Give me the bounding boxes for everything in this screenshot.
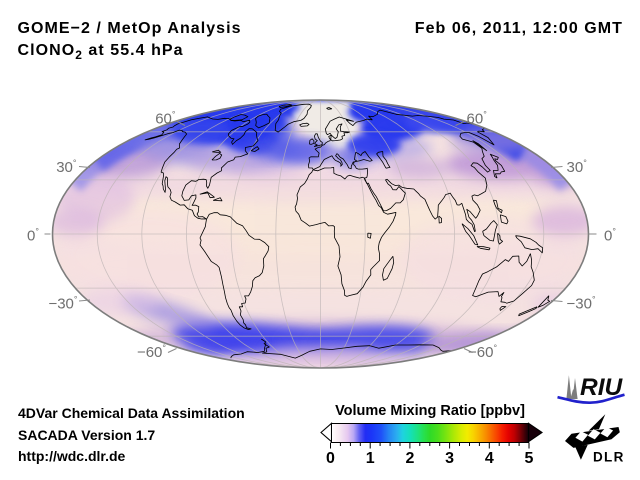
svg-text:5: 5 <box>525 450 534 467</box>
svg-text:−60°: −60° <box>468 343 497 361</box>
svg-text:1: 1 <box>366 450 375 467</box>
svg-text:−60°: −60° <box>137 343 166 361</box>
svg-text:4: 4 <box>485 450 494 467</box>
svg-text:60°: 60° <box>155 110 176 128</box>
svg-text:60°: 60° <box>467 110 488 128</box>
svg-text:30°: 30° <box>56 158 77 176</box>
svg-text:DLR: DLR <box>593 450 625 465</box>
svg-text:−30°: −30° <box>48 295 77 313</box>
svg-text:2: 2 <box>405 450 414 467</box>
svg-text:0: 0 <box>326 450 335 467</box>
svg-text:3: 3 <box>445 450 454 467</box>
svg-text:−30°: −30° <box>567 295 596 313</box>
svg-text:30°: 30° <box>567 158 588 176</box>
